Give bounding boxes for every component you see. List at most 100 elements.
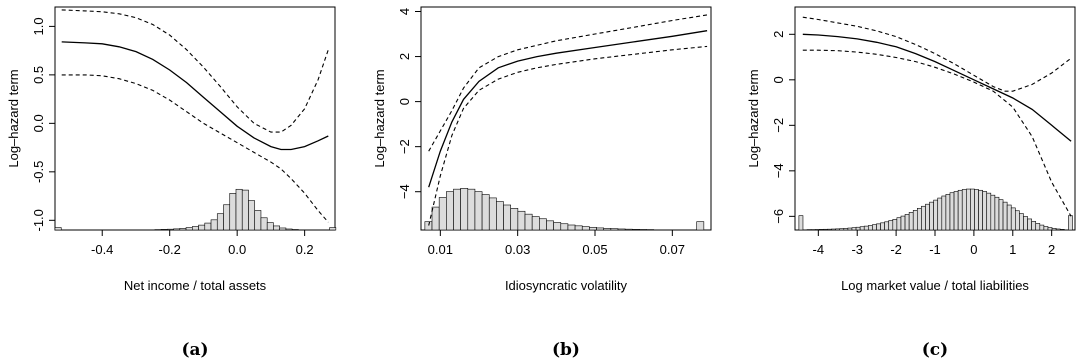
histogram-bar (970, 188, 975, 231)
histogram-bar (1010, 207, 1016, 231)
histogram-bar (876, 223, 881, 231)
histogram-bar (982, 191, 988, 231)
histogram-bar (546, 220, 554, 231)
histogram-bar (1027, 218, 1032, 231)
x-tick-label: 0.03 (505, 242, 530, 257)
estimate-curve (61, 41, 329, 151)
histogram-bar (855, 226, 861, 231)
histogram-bar (241, 189, 249, 231)
histogram-bar (1006, 204, 1012, 231)
histogram-bar (603, 228, 612, 231)
histogram-bar (510, 208, 519, 231)
histogram-bar (223, 204, 231, 231)
histogram-bar (819, 229, 824, 231)
histogram-bar (961, 189, 967, 231)
histogram-bar (945, 194, 951, 231)
histogram-bar (1023, 216, 1028, 231)
histogram-bar (254, 210, 262, 231)
upper-band-curve (802, 16, 1072, 92)
y-tick-label: 1.0 (31, 17, 46, 35)
histogram-bar (994, 196, 1000, 231)
histogram-bar (937, 197, 943, 231)
histogram-bar (957, 189, 963, 231)
x-tick-label: 0.2 (296, 242, 314, 257)
histogram-bar (847, 227, 853, 231)
histogram-bar (160, 229, 168, 231)
histogram-bar (589, 226, 597, 231)
histogram-bar (185, 227, 193, 231)
histogram-bar (912, 210, 918, 231)
x-tick-label: -0.2 (158, 242, 180, 257)
lower-band-curve (428, 45, 708, 226)
y-axis-label: Log–hazard term (746, 69, 761, 167)
histogram-bar (904, 214, 910, 231)
histogram-bar (1039, 224, 1045, 231)
histogram-bar (216, 213, 224, 231)
histogram-bar (617, 228, 626, 231)
histogram-bar (831, 228, 836, 231)
y-tick-label: -1.0 (31, 209, 46, 231)
y-tick-label: 0 (771, 76, 786, 83)
panel-caption: (c) (922, 340, 948, 360)
histogram-bar (827, 228, 832, 231)
histogram-bar (835, 228, 841, 231)
y-tick-label: 2 (397, 53, 412, 60)
histogram-bar (474, 191, 483, 231)
upper-band-curve (428, 14, 708, 152)
histogram-bar (567, 224, 576, 231)
plot-frame (54, 6, 336, 231)
histogram-bar (696, 221, 705, 231)
histogram-bar (1019, 213, 1024, 231)
x-axis-label: Log market value / total liabilities (841, 278, 1029, 293)
histogram-bar (1055, 228, 1061, 231)
y-tick-label: −4 (771, 163, 786, 178)
histogram-bar (884, 221, 890, 231)
histogram-bar (998, 199, 1004, 231)
plot-frame (794, 6, 1076, 231)
histogram-bar (496, 201, 504, 231)
histogram-bar (198, 224, 206, 231)
histogram-bar (1068, 215, 1073, 231)
histogram-bar (248, 200, 256, 231)
histogram-bar (503, 204, 512, 231)
histogram-bar (329, 227, 337, 231)
histogram-bar (517, 210, 526, 231)
histogram-bar (192, 226, 199, 231)
histogram-bar (632, 229, 640, 231)
histogram-bar (1015, 210, 1020, 231)
x-tick-label: 1 (1009, 242, 1016, 257)
y-axis-label: Log–hazard term (372, 69, 387, 167)
y-tick-label: 0.0 (31, 114, 46, 132)
histogram-bar (949, 192, 955, 231)
histogram-bar (917, 207, 922, 231)
x-tick-label: 0.05 (582, 242, 607, 257)
x-tick-label: 0.01 (428, 242, 453, 257)
panel-caption: (a) (181, 340, 208, 360)
x-tick-label: 0.0 (228, 242, 246, 257)
histogram-bar (941, 195, 947, 231)
histogram-bar (596, 227, 605, 231)
lower-band-curve (802, 49, 1072, 217)
histogram-bar (966, 188, 971, 231)
histogram-bar (553, 222, 562, 231)
x-tick-label: 2 (1048, 242, 1055, 257)
histogram-bar (1035, 223, 1041, 231)
histogram-bar (610, 228, 619, 231)
histogram-bar (260, 217, 268, 231)
lower-band-curve (61, 74, 329, 223)
histogram-bar (279, 227, 287, 231)
histogram-bar (880, 222, 885, 231)
x-tick-label: -3 (851, 242, 863, 257)
histogram-bar (285, 228, 293, 231)
panel-caption: (b) (552, 340, 580, 360)
histogram-bar (167, 228, 174, 231)
estimate-curve (802, 33, 1072, 142)
histogram-bar (204, 222, 212, 231)
histogram-bar (54, 227, 62, 231)
y-axis-label: Log–hazard term (6, 69, 21, 167)
histogram-bar (925, 203, 930, 231)
histogram-bar (467, 188, 476, 231)
x-tick-label: 0 (970, 242, 977, 257)
histogram-bar (892, 219, 898, 231)
